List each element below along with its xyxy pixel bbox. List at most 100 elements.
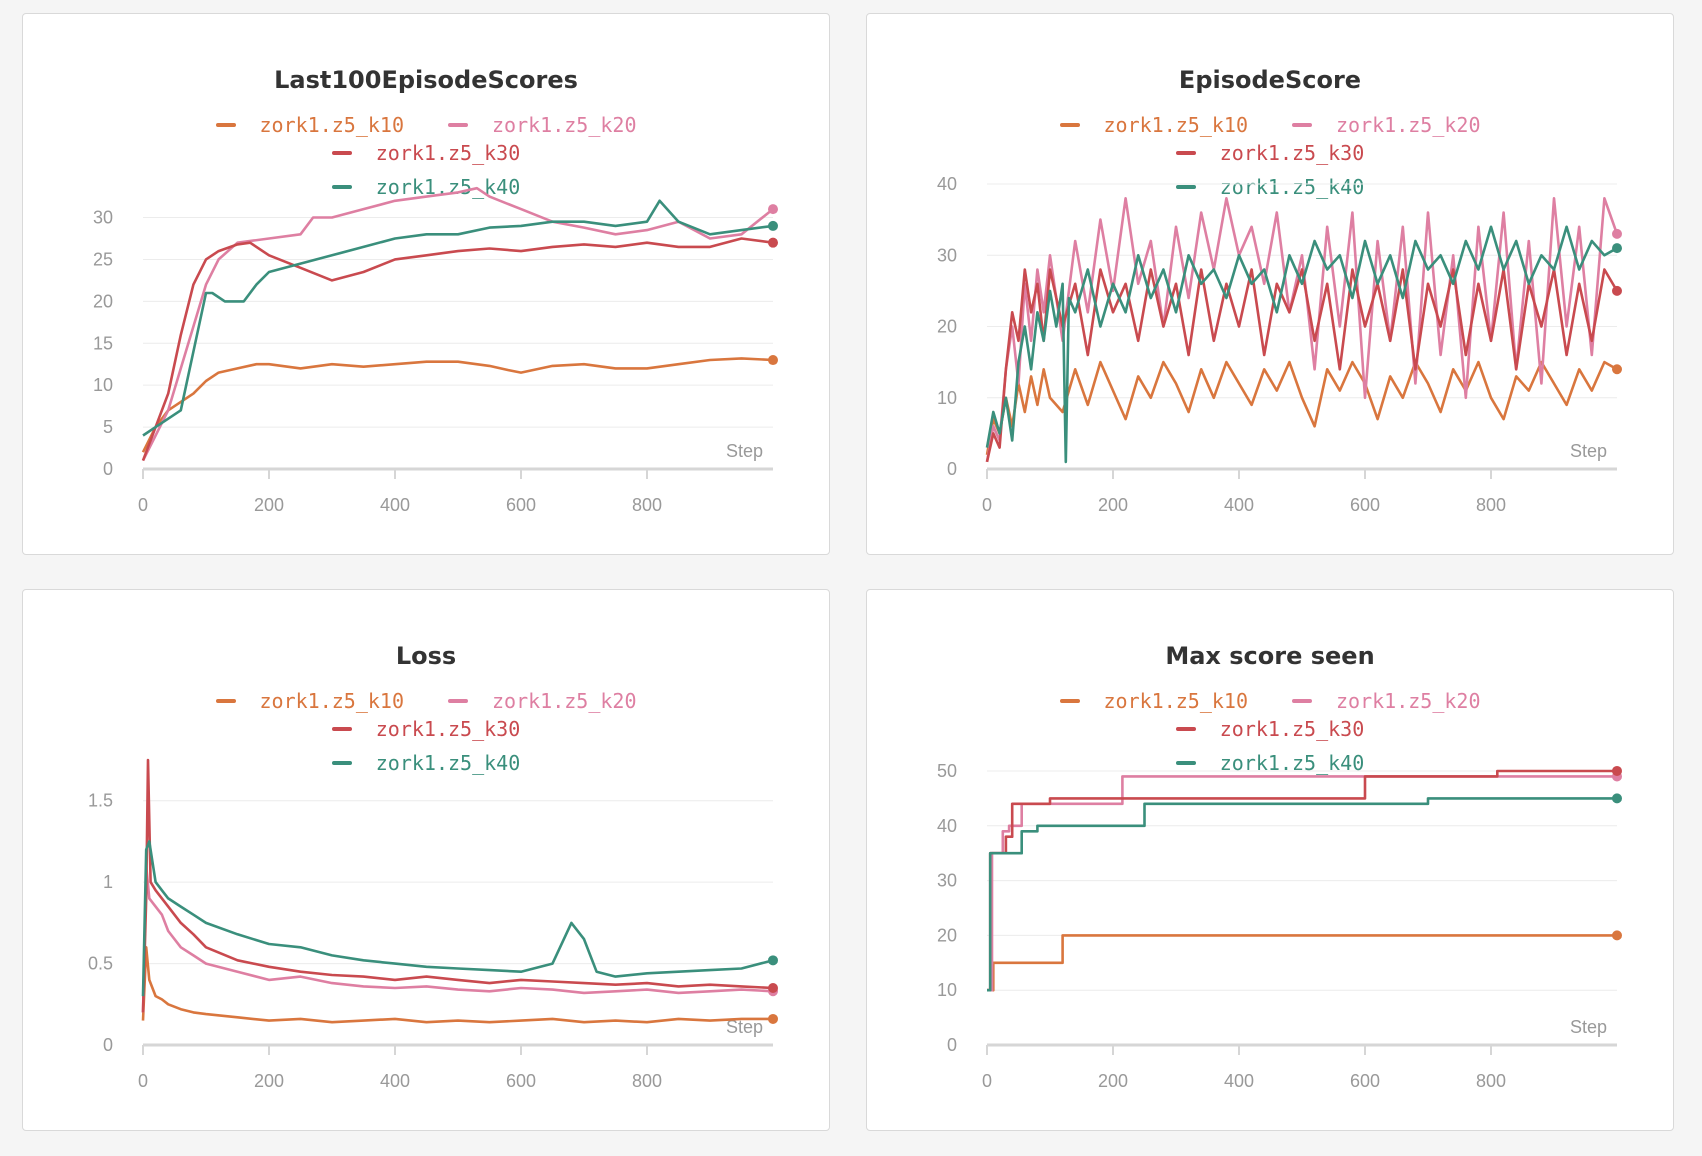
chart-plot: 0 0.5 1 1.5 0 200 400 600 800 Step (88, 758, 778, 1091)
chart-panel-episodescore: EpisodeScore zork1.z5_k10 zork1.z5_k20 zor… (866, 13, 1674, 555)
legend-label: zork1.z5_k10 (1103, 689, 1249, 713)
chart-title: Max score seen (1165, 642, 1375, 670)
series-endpoint (1612, 285, 1622, 296)
chart-plot: 0 10 20 30 40 50 0 200 400 600 800 Step (937, 761, 1622, 1091)
legend-swatch (331, 727, 352, 731)
legend-item: zork1.z5_k10 (1059, 113, 1249, 137)
chart-title: Loss (395, 642, 457, 670)
y-tick-label: 30 (937, 245, 957, 265)
y-tick-label: 20 (937, 317, 957, 337)
x-tick-label: 600 (506, 1071, 536, 1091)
series-endpoint (1612, 364, 1622, 375)
y-tick-label: 1.5 (88, 791, 113, 811)
x-tick-label: 200 (254, 495, 284, 515)
series-endpoint (1612, 765, 1622, 776)
series-line-zork1-z5-k40 (985, 225, 1618, 464)
series-endpoint (768, 955, 778, 966)
x-axis-label: Step (1570, 1017, 1607, 1037)
chart-panel-loss: Loss zork1.z5_k10 zork1.z5_k20 zork1.z5_k3… (22, 589, 830, 1131)
legend-swatch (331, 761, 352, 765)
legend-swatch (448, 699, 468, 703)
y-tick-label: 20 (93, 291, 113, 311)
y-tick-label: 30 (937, 871, 957, 891)
chart-title: EpisodeScore (1178, 66, 1362, 94)
series-line-zork1-z5-k20 (141, 186, 774, 462)
legend-swatch (1175, 151, 1196, 155)
y-tick-label: 10 (93, 375, 113, 395)
y-tick-label: 1 (103, 872, 113, 892)
legend-label: zork1.z5_k10 (259, 113, 405, 137)
x-tick-label: 600 (1350, 1071, 1380, 1091)
legend-item: zork1.z5_k40 (1175, 175, 1364, 199)
legend-label: zork1.z5_k20 (1336, 689, 1481, 713)
y-tick-label: 40 (937, 816, 957, 836)
x-tick-label: 800 (632, 1071, 662, 1091)
x-tick-label: 600 (506, 495, 536, 515)
x-tick-label: 0 (982, 495, 992, 515)
y-tick-label: 0 (103, 1035, 113, 1055)
series-endpoint (1612, 930, 1622, 941)
chart-legend: zork1.z5_k10 zork1.z5_k20 zork1.z5_k30 zork… (83, 689, 769, 775)
series-line-zork1-z5-k40 (142, 199, 774, 437)
legend-label: zork1.z5_k10 (1103, 113, 1249, 137)
legend-swatch (1292, 699, 1312, 703)
legend-label: zork1.z5_k30 (1219, 141, 1365, 165)
series-endpoint (768, 983, 778, 993)
series-line-zork1-z5-k20 (985, 197, 1619, 463)
legend-item: zork1.z5_k20 (1292, 689, 1481, 713)
series-line-zork1-z5-k30 (141, 237, 774, 462)
legend-swatch (215, 699, 236, 703)
y-tick-label: 50 (937, 761, 957, 781)
y-tick-label: 5 (103, 417, 113, 437)
x-tick-label: 400 (1224, 495, 1254, 515)
legend-label: zork1.z5_k20 (1336, 113, 1481, 137)
y-tick-label: 10 (937, 980, 957, 1000)
x-tick-label: 0 (982, 1071, 992, 1091)
x-tick-label: 400 (380, 1071, 410, 1091)
legend-swatch (1292, 123, 1312, 127)
series-endpoint (768, 1013, 778, 1024)
y-tick-label: 0 (947, 1035, 957, 1055)
x-tick-label: 800 (1476, 1071, 1506, 1091)
series-line-zork1-z5-k10 (985, 360, 1618, 456)
y-tick-label: 30 (93, 208, 113, 228)
x-tick-label: 400 (380, 495, 410, 515)
series-endpoint (768, 204, 778, 215)
y-tick-label: 10 (937, 388, 957, 408)
y-tick-label: 40 (937, 174, 957, 194)
x-axis-label: Step (1570, 441, 1607, 461)
legend-item: zork1.z5_k10 (215, 689, 405, 713)
legend-item: zork1.z5_k30 (1175, 717, 1364, 741)
legend-swatch (1059, 699, 1080, 703)
legend-label: zork1.z5_k30 (375, 717, 521, 741)
chart-legend: zork1.z5_k10 zork1.z5_k20 zork1.z5_k30 zork… (83, 113, 769, 199)
legend-item: zork1.z5_k10 (1059, 689, 1249, 713)
series-endpoint (768, 220, 778, 231)
legend-label: zork1.z5_k20 (492, 689, 637, 713)
x-tick-label: 600 (1350, 495, 1380, 515)
x-tick-label: 800 (1476, 495, 1506, 515)
legend-label: zork1.z5_k10 (259, 689, 405, 713)
x-tick-label: 0 (138, 1071, 148, 1091)
legend-swatch (448, 123, 468, 127)
legend-swatch (215, 123, 236, 127)
x-tick-label: 200 (254, 1071, 284, 1091)
legend-item: zork1.z5_k20 (448, 689, 637, 713)
series-endpoint (768, 355, 778, 366)
series-line-zork1-z5-k30 (141, 758, 774, 1013)
legend-swatch (1059, 123, 1080, 127)
legend-label: zork1.z5_k20 (492, 113, 637, 137)
x-tick-label: 800 (632, 495, 662, 515)
series-endpoint (1612, 793, 1622, 804)
legend-swatch (331, 151, 352, 155)
series-endpoint (1612, 243, 1622, 254)
y-tick-label: 20 (937, 925, 957, 945)
legend-swatch (331, 185, 352, 189)
y-tick-label: 25 (93, 249, 113, 269)
y-tick-label: 15 (93, 333, 113, 353)
legend-item: zork1.z5_k30 (1175, 141, 1365, 165)
series-line-zork1-z5-k40 (987, 797, 1617, 992)
